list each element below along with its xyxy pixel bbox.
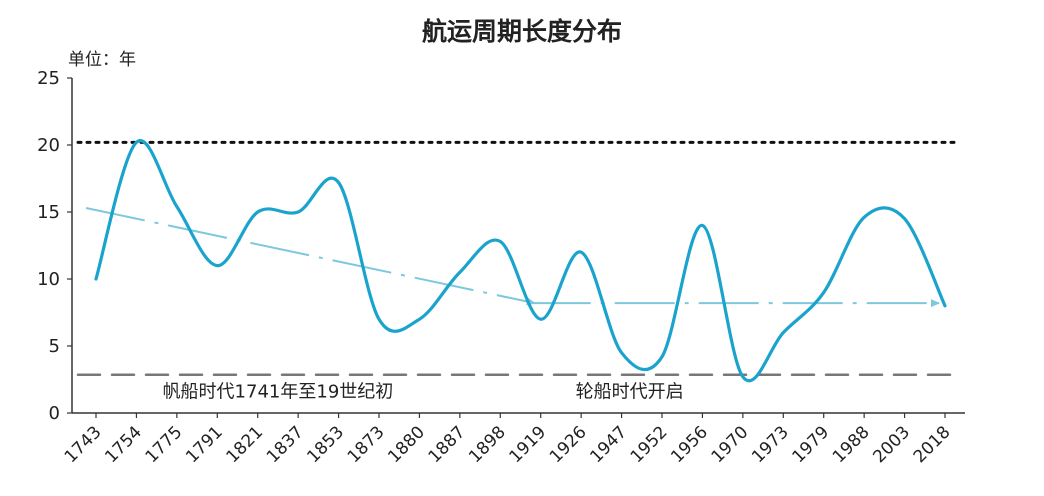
x-tick-label: 1791 bbox=[182, 422, 227, 467]
x-tick-label: 1970 bbox=[708, 422, 753, 467]
unit-label: 单位：年 bbox=[68, 50, 136, 70]
x-tick-label: 2018 bbox=[910, 422, 955, 467]
x-tick-label: 1956 bbox=[667, 422, 712, 467]
x-tick-label: 1887 bbox=[425, 422, 470, 467]
x-tick-label: 1973 bbox=[748, 422, 793, 467]
y-tick-label: 20 bbox=[37, 135, 60, 156]
y-tick-label: 15 bbox=[37, 202, 60, 223]
x-tick-label: 2003 bbox=[869, 422, 914, 467]
x-tick-label: 1979 bbox=[789, 422, 834, 467]
x-tick-label: 1821 bbox=[223, 422, 268, 467]
x-tick-label: 1898 bbox=[465, 422, 510, 467]
x-tick-label: 1952 bbox=[627, 422, 672, 467]
x-tick-label: 1926 bbox=[546, 422, 591, 467]
x-tick-label: 1853 bbox=[303, 422, 348, 467]
x-tick-label: 1743 bbox=[61, 422, 106, 467]
x-tick-label: 1775 bbox=[142, 422, 187, 467]
x-tick-label: 1947 bbox=[586, 422, 631, 467]
x-tick-label: 1754 bbox=[101, 422, 146, 467]
x-tick-label: 1988 bbox=[829, 422, 874, 467]
x-tick-label: 1873 bbox=[344, 422, 389, 467]
trend-arrow bbox=[85, 207, 536, 306]
y-tick-label: 5 bbox=[49, 336, 60, 357]
annotation-label: 帆船时代1741年至19世纪初 bbox=[163, 382, 394, 403]
annotation-label: 轮船时代开启 bbox=[576, 382, 684, 403]
chart-title: 航运周期长度分布 bbox=[421, 17, 622, 46]
series-line bbox=[94, 139, 947, 383]
y-tick-label: 25 bbox=[37, 68, 60, 89]
x-tick-label: 1880 bbox=[384, 422, 429, 467]
x-tick-label: 1837 bbox=[263, 422, 308, 467]
y-tick-label: 10 bbox=[37, 269, 60, 290]
x-tick-label: 1919 bbox=[506, 422, 551, 467]
y-tick-label: 0 bbox=[49, 403, 60, 424]
